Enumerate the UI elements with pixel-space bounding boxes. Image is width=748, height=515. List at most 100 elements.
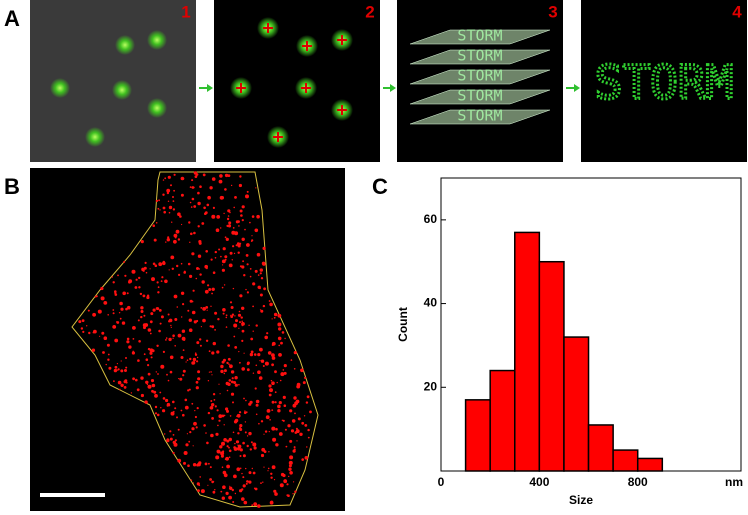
localization [246,362,250,366]
localization [226,409,229,413]
localization [103,301,108,305]
localization [250,441,253,444]
localization [224,255,228,259]
localization [230,314,232,316]
localization [249,448,252,451]
localization [172,451,175,455]
localization [237,444,239,446]
localization [177,212,181,216]
localization [208,462,210,465]
localization [168,211,171,214]
localization [232,401,234,404]
localization [123,386,127,389]
localization [222,485,226,490]
localization [259,293,263,297]
localization [198,484,201,487]
localization [241,306,245,310]
localization [177,458,182,463]
localization [236,467,241,472]
localization [228,456,231,459]
localization [269,388,273,393]
localization [157,373,159,375]
localization [241,322,245,326]
localization [117,380,122,385]
localization [198,461,202,465]
localization [158,309,162,312]
localization [269,419,271,421]
localization [144,261,147,264]
localization [305,401,309,404]
localization [294,490,297,493]
localization [262,365,265,367]
localization [289,455,294,460]
localization [207,284,210,287]
localization [212,271,216,275]
localization [154,394,158,398]
localization [139,292,143,296]
localization [92,312,96,317]
localization [290,359,293,361]
localization [221,441,225,446]
localization [220,369,224,374]
localization [215,228,220,232]
localization [221,466,224,469]
localization [292,493,294,495]
localization [284,337,286,340]
localization [270,380,273,382]
localization [294,431,298,434]
localization [241,205,245,209]
localization [218,414,223,419]
localization [235,244,238,247]
localization [260,453,265,458]
localization [172,200,175,203]
localization [269,302,273,307]
localization [131,351,135,355]
localization [114,365,118,369]
localization [212,206,215,209]
localization [273,316,276,319]
localization [214,250,217,254]
localization [206,441,209,445]
localization [242,484,246,488]
localization [164,279,168,284]
blob [115,35,135,55]
localization [146,383,149,386]
localization [271,353,275,357]
localization [244,228,246,231]
localization [206,203,210,207]
localization [178,378,180,380]
localization [160,280,163,282]
localization [229,301,233,304]
localization [158,329,161,333]
x-tick-label: 0 [438,475,445,489]
localization [223,212,225,215]
localization [273,479,276,481]
localization [174,318,178,321]
localization [264,430,268,433]
localization [278,327,282,331]
localization [253,502,258,507]
localization [246,291,249,294]
localization [220,490,223,493]
localization [216,449,221,454]
localization [162,397,166,400]
localization [249,275,252,278]
localization [124,274,127,277]
localization [123,261,126,263]
localization [214,257,217,259]
localization [167,313,170,316]
localization [265,415,270,420]
localization [190,206,193,208]
localization [229,486,233,490]
localization [173,239,177,244]
localization [231,230,236,235]
localization [154,264,158,268]
localization [120,383,124,387]
localization [230,392,235,396]
localization [176,416,178,419]
localization [193,231,196,235]
localization [182,369,186,373]
localization [242,260,245,263]
localization [170,411,175,416]
